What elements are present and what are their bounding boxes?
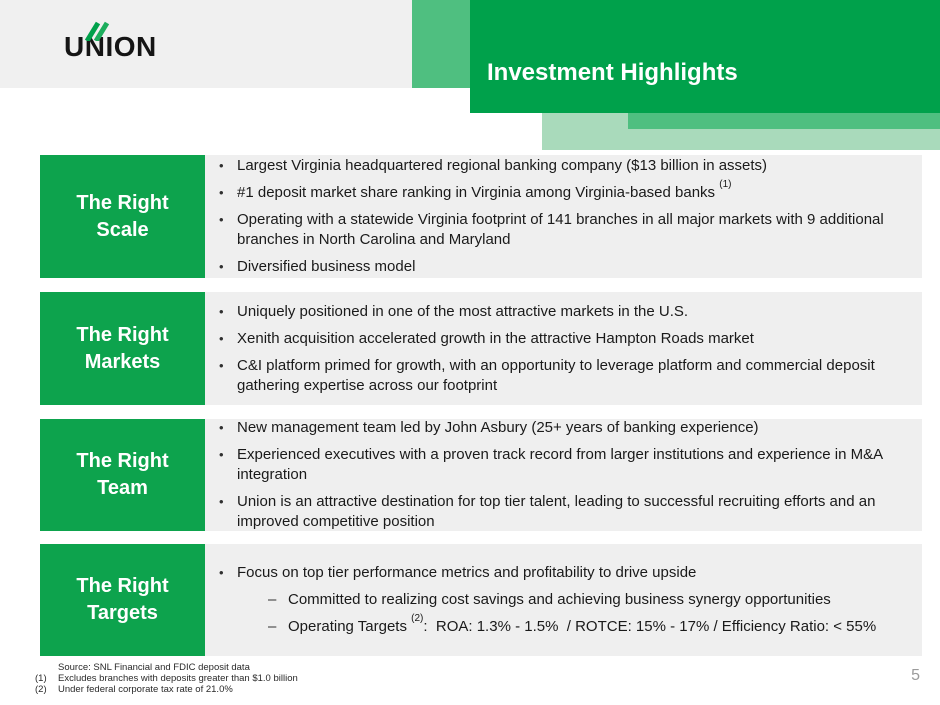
row-content-markets: • Uniquely positioned in one of the most… [205,292,922,405]
bullet-text-part: Union is an attractive destination for t… [237,493,880,530]
bullet-text: Diversified business model [237,257,904,277]
bullet-item: • Union is an attractive destination for… [205,492,904,532]
bullet-text: Union is an attractive destination for t… [237,492,904,532]
union-logo: UNION [64,21,157,62]
bullet-item: • Operating with a statewide Virginia fo… [205,210,904,250]
footnote-ref: (1) [719,179,732,190]
sub-bullet-item: – Committed to realizing cost savings an… [205,590,904,610]
bullet-item: • Diversified business model [205,257,904,277]
row-content-scale: • Largest Virginia headquartered regiona… [205,155,922,278]
source-line: Source: SNL Financial and FDIC deposit d… [35,662,298,674]
bullet-item: • New management team led by John Asbury… [205,418,904,438]
highlight-row-targets: The Right Targets • Focus on top tier pe… [0,544,940,656]
row-label-markets: The Right Markets [40,292,205,405]
bullet-item: • #1 deposit market share ranking in Vir… [205,180,904,203]
bullet-icon: • [219,565,224,580]
logo-stripes-icon [85,21,110,41]
bullet-text: Operating with a statewide Virginia foot… [237,210,904,250]
bullet-text: C&I platform primed for growth, with an … [237,356,904,396]
bullet-text-part: Experienced executives with a proven tra… [237,446,887,483]
logo-text: UNION [64,31,157,62]
bullet-item: • Xenith acquisition accelerated growth … [205,329,904,349]
bullet-icon: • [219,330,224,346]
dash-icon: – [268,591,277,608]
bullet-text-part: Operating with a statewide Virginia foot… [237,211,888,248]
bullet-item: • Focus on top tier performance metrics … [205,563,904,583]
bullet-text-part: Operating Targets [288,618,412,635]
bullet-icon: • [219,212,224,227]
page-title: Investment Highlights [487,59,738,86]
bullet-item: • Largest Virginia headquartered regiona… [205,156,904,176]
bullet-text: New management team led by John Asbury (… [237,418,904,438]
bullet-text: Largest Virginia headquartered regional … [237,156,904,176]
sub-bullet-item: – Operating Targets (2): ROA: 1.3% - 1.5… [205,614,904,637]
bullet-text-part: Committed to realizing cost savings and … [288,591,831,608]
bullet-text: Operating Targets (2): ROA: 1.3% - 1.5% … [288,614,904,637]
footnote-line: (1) Excludes branches with deposits grea… [35,672,298,685]
bullet-text: Committed to realizing cost savings and … [288,590,904,610]
highlight-row-markets: The Right Markets • Uniquely positioned … [0,292,940,405]
title-banner: Investment Highlights [470,0,940,113]
bullet-item: • C&I platform primed for growth, with a… [205,356,904,396]
dash-icon: – [268,618,277,635]
row-label-line1: The Right [76,323,169,346]
row-label-line1: The Right [76,450,169,472]
footnotes: Source: SNL Financial and FDIC deposit d… [35,662,298,696]
bullet-text: Experienced executives with a proven tra… [237,445,904,485]
bullet-icon: • [219,494,224,509]
bullet-text-part: C&I platform primed for growth, with an … [237,356,879,394]
row-label-line1: The Right [76,575,169,597]
bullet-text-part: Largest Virginia headquartered regional … [237,157,768,174]
bullet-item: • Experienced executives with a proven t… [205,445,904,485]
bullet-icon: • [219,357,224,373]
row-label-team: The Right Team [40,419,205,531]
bullet-icon: • [219,420,224,435]
bullet-text-part: Uniquely positioned in one of the most a… [237,302,689,320]
deco-square [412,0,470,88]
deco-medium-rect [628,113,940,129]
bullet-icon: • [219,303,224,319]
row-label-line1: The Right [76,191,169,214]
highlight-row-team: The Right Team • New management team led… [0,419,940,531]
bullet-icon: • [219,447,224,462]
bullet-text: Uniquely positioned in one of the most a… [237,302,904,322]
bullet-text-part: Xenith acquisition accelerated growth in… [237,329,754,347]
bullet-icon: • [219,158,224,173]
row-content-team: • New management team led by John Asbury… [205,419,922,531]
bullet-icon: • [219,185,224,200]
footnote-num: (1) [35,672,47,684]
row-label-line2: Targets [87,602,158,624]
row-label-line2: Markets [84,350,161,373]
bullet-text-part: : ROA: 1.3% - 1.5% / ROTCE: 15% - 17% / … [423,618,877,635]
bullet-text-part: #1 deposit market share ranking in Virgi… [237,184,720,201]
row-label-scale: The Right Scale [40,155,205,278]
footnote-text: Excludes branches with deposits greater … [58,672,298,684]
footnote-ref: (2) [411,613,424,624]
footnote-line: (2) Under federal corporate tax rate of … [35,683,298,696]
bullet-text: Focus on top tier performance metrics an… [237,563,904,583]
bullet-text-part: Focus on top tier performance metrics an… [237,564,697,581]
row-label-line2: Scale [96,218,149,241]
bullet-item: • Uniquely positioned in one of the most… [205,302,904,322]
bullet-icon: • [219,259,224,274]
bullet-text: Xenith acquisition accelerated growth in… [237,329,904,349]
row-label-targets: The Right Targets [40,544,205,656]
page-number: 5 [911,667,920,684]
footnote-num: (2) [35,683,47,695]
bullet-text-part: New management team led by John Asbury (… [237,419,759,436]
bullet-text-part: Diversified business model [237,258,416,275]
row-content-targets: • Focus on top tier performance metrics … [205,544,922,656]
row-label-line2: Team [97,477,148,499]
source-text: Source: SNL Financial and FDIC deposit d… [58,662,250,673]
bullet-text: #1 deposit market share ranking in Virgi… [237,180,904,203]
highlight-row-scale: The Right Scale • Largest Virginia headq… [0,155,940,278]
footnote-text: Under federal corporate tax rate of 21.0… [58,683,233,695]
